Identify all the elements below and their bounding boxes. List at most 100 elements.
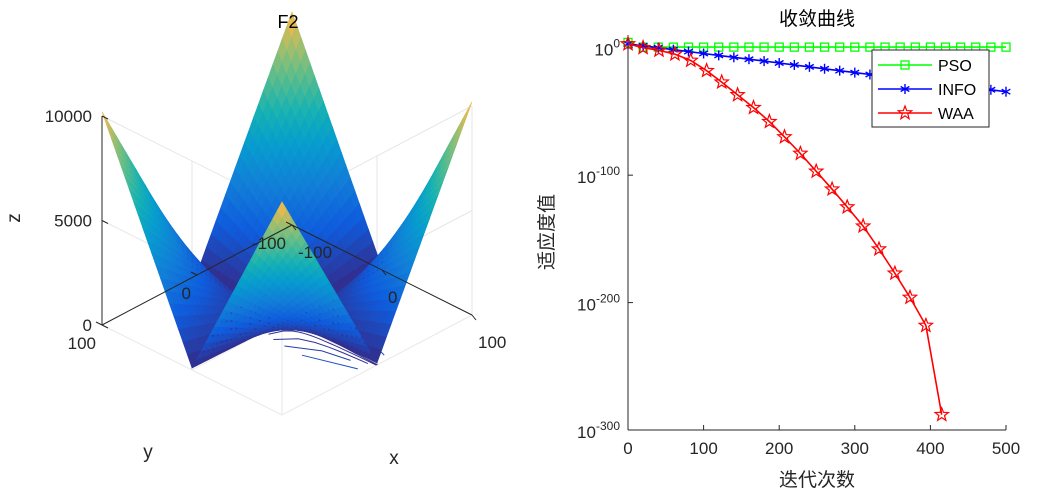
data-point-pso xyxy=(1001,42,1011,52)
data-point-info xyxy=(729,52,739,63)
data-point-waa xyxy=(713,73,731,90)
x-tick-label: 400 xyxy=(916,439,944,458)
x-tick-label: 100 xyxy=(478,333,506,352)
data-point-waa xyxy=(886,264,904,281)
x-tick-label: -100 xyxy=(298,243,332,262)
x-tick-mark xyxy=(381,269,387,276)
z-axis-label: z xyxy=(4,213,25,223)
y-tick-base: 10 xyxy=(577,168,596,187)
data-point-pso xyxy=(759,42,769,52)
surface-patch xyxy=(462,101,473,123)
legend-label: WAA xyxy=(938,106,974,123)
data-point-info xyxy=(804,61,815,72)
data-point-waa xyxy=(807,162,825,179)
data-point-waa xyxy=(682,51,700,68)
legend-marker xyxy=(900,84,910,94)
x-axis-label: 迭代次数 xyxy=(779,469,855,491)
data-point-waa xyxy=(854,217,872,234)
y-tick-exponent: 0 xyxy=(613,37,620,51)
x-tick-label: 100 xyxy=(689,439,717,458)
series-line-waa xyxy=(627,43,943,415)
surface-mesh xyxy=(101,10,473,369)
data-point-pso xyxy=(865,42,875,52)
data-point-info-stroke xyxy=(834,67,845,74)
y-axis-label: y xyxy=(143,442,153,463)
data-point-info xyxy=(759,56,769,67)
y-tick-base: 10 xyxy=(594,41,613,60)
data-point-waa xyxy=(792,144,809,161)
surface-title: F2 xyxy=(277,12,298,32)
data-point-waa xyxy=(776,128,793,144)
surface-contour-line xyxy=(273,338,369,365)
y-tick-label: 0 xyxy=(182,284,191,303)
surface-contour-line xyxy=(301,354,358,370)
data-point-info xyxy=(1001,86,1011,97)
surface-grid-line xyxy=(101,324,283,416)
data-point-waa xyxy=(901,288,919,305)
y-tick-label: 100 xyxy=(68,334,96,353)
y-tick-label: 10-200 xyxy=(577,292,620,315)
data-point-pso xyxy=(804,42,815,52)
data-point-pso xyxy=(744,42,754,52)
data-point-waa xyxy=(634,38,652,55)
data-point-pso xyxy=(835,42,845,52)
legend: PSO INFO WAA xyxy=(871,49,990,128)
data-point-waa xyxy=(729,86,746,103)
legend-item-info: INFO xyxy=(878,82,976,99)
y-tick-exponent: -200 xyxy=(596,292,620,306)
surface-contour-line xyxy=(268,330,377,366)
convergence-title: 收敛曲线 xyxy=(779,8,855,30)
data-point-waa xyxy=(870,240,888,257)
z-tick-label: 5000 xyxy=(54,212,92,231)
data-point-waa xyxy=(933,406,951,422)
convergence-chart: 0 100 200 300 400 50010010-10010-20010-300PSO… xyxy=(536,8,1020,491)
y-tick-exponent: -100 xyxy=(596,164,620,178)
y-tick-label: 10-300 xyxy=(577,419,620,442)
z-tick-label: 10000 xyxy=(45,107,92,126)
y-axis-label: 适应度值 xyxy=(536,194,558,270)
data-point-waa xyxy=(619,35,637,51)
x-tick-label: 500 xyxy=(992,439,1020,458)
legend-label: INFO xyxy=(938,82,976,99)
z-tick-mark xyxy=(101,324,109,329)
series-line-pso xyxy=(627,41,1006,48)
y-tick-label: 100 xyxy=(594,37,620,60)
data-point-info-stroke xyxy=(714,52,724,59)
data-point-info xyxy=(789,59,800,70)
x-tick-label: 300 xyxy=(841,439,869,458)
data-point-info-stroke xyxy=(850,69,860,76)
data-point-waa xyxy=(698,62,715,78)
data-point-info-stroke xyxy=(1001,88,1011,95)
x-tick-label: 0 xyxy=(388,288,397,307)
data-point-info-stroke xyxy=(744,56,754,63)
data-point-info xyxy=(834,65,845,76)
z-tick-mark xyxy=(101,115,109,120)
data-point-info-stroke xyxy=(789,61,800,69)
y-tick-mark xyxy=(190,271,198,276)
y-tick-base: 10 xyxy=(577,423,596,442)
z-tick-label: 0 xyxy=(83,316,92,335)
data-point-pso xyxy=(729,42,739,52)
data-point-info xyxy=(819,63,830,74)
legend-item-waa: WAA xyxy=(878,104,974,123)
data-point-info xyxy=(683,46,694,57)
data-point-info-stroke xyxy=(683,48,694,55)
data-point-pso xyxy=(789,42,799,52)
data-point-info xyxy=(744,54,754,65)
data-point-info-stroke xyxy=(729,54,739,61)
legend-marker-stroke xyxy=(900,85,910,93)
x-tick-mark xyxy=(291,224,297,231)
y-tick-label: -100 xyxy=(252,234,286,253)
x-tick-mark xyxy=(471,314,477,321)
data-point-waa xyxy=(761,112,778,129)
data-point-info xyxy=(698,48,709,59)
x-tick-label: 200 xyxy=(765,439,793,458)
z-tick-mark xyxy=(101,220,109,224)
legend-marker xyxy=(896,104,914,121)
y-tick-mark xyxy=(95,321,103,326)
data-point-waa xyxy=(650,41,668,58)
data-point-info xyxy=(850,67,860,78)
data-point-waa xyxy=(838,198,856,215)
